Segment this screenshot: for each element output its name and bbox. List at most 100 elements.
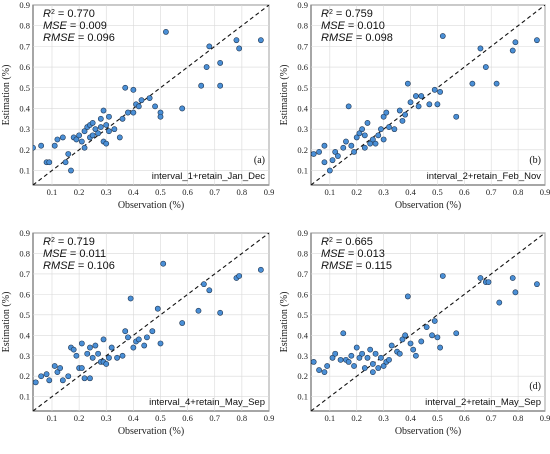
data-point <box>87 375 93 382</box>
data-point <box>160 260 167 267</box>
data-point <box>149 328 156 335</box>
data-point <box>76 132 83 139</box>
rmse-label: RMSE <box>321 260 353 272</box>
data-point <box>135 336 142 343</box>
x-tick-label: 0.5 <box>155 413 166 423</box>
r2-value: = 0.770 <box>55 8 95 20</box>
plot-content <box>311 5 545 185</box>
data-point <box>125 334 131 341</box>
rmse-stat: RMSE = 0.098 <box>321 32 393 44</box>
data-point <box>404 293 411 300</box>
r2-superscript: 2 <box>329 9 333 16</box>
data-point <box>33 379 39 386</box>
data-point <box>399 336 406 343</box>
data-point <box>329 157 336 164</box>
data-point <box>233 37 240 44</box>
r2-superscript: 2 <box>329 237 333 244</box>
y-tick-label: 0.2 <box>297 145 308 155</box>
y-tick-label: 0.1 <box>297 166 308 176</box>
scatter-panel-1: 0.1 0.2 0.3 0.4 0.5 0.6 0.7 0.8 0.9 0.1 0.2 0.3 0.4 0… <box>1 0 274 211</box>
data-point <box>423 324 430 331</box>
data-point <box>84 350 91 357</box>
data-point <box>114 354 120 361</box>
x-tick-label: 0.4 <box>405 413 416 423</box>
identity-line <box>33 5 269 185</box>
mse-label: MSE <box>43 248 68 260</box>
data-point <box>95 350 102 357</box>
x-tick-label: 0.9 <box>264 187 275 197</box>
data-point <box>70 346 77 353</box>
data-point <box>122 84 129 91</box>
y-tick-label: 0.5 <box>19 83 30 93</box>
scatter-panel-3: 0.1 0.2 0.3 0.4 0.5 0.6 0.7 0.8 0.9 0.1 0.2 0.3 0.4 0… <box>1 228 274 437</box>
x-tick-label: 0.8 <box>237 187 248 197</box>
y-tick-label: 0.4 <box>19 330 30 340</box>
data-point <box>54 369 61 376</box>
data-point <box>217 60 224 66</box>
x-tick-label: 0.1 <box>325 413 336 423</box>
x-axis-label: Observation (%) <box>118 200 184 211</box>
data-point <box>59 377 66 384</box>
y-tick-label: 0.2 <box>297 371 308 381</box>
rmse-stat: RMSE = 0.115 <box>321 260 392 272</box>
y-axis-label: Estimation (%) <box>279 65 290 126</box>
data-point <box>78 340 85 347</box>
data-point <box>321 159 328 166</box>
data-point <box>73 136 80 143</box>
y-tick-label: 0.4 <box>297 103 308 113</box>
data-point <box>477 275 484 281</box>
data-point <box>103 140 110 147</box>
data-point <box>386 356 392 363</box>
data-point <box>439 273 446 279</box>
data-point <box>367 346 374 353</box>
r2-superscript: 2 <box>51 237 55 244</box>
data-point <box>103 122 110 128</box>
y-tick-label: 0.6 <box>19 289 30 299</box>
data-point <box>78 365 85 371</box>
y-tick-label: 0.8 <box>297 21 308 31</box>
plot-content <box>33 233 269 411</box>
data-point <box>51 142 58 149</box>
r2-label: R <box>43 236 51 248</box>
y-tick-label: 0.9 <box>19 228 30 238</box>
x-tick-label: 0.1 <box>47 413 58 423</box>
mse-stat: MSE = 0.013 <box>321 248 385 260</box>
data-point <box>404 80 411 87</box>
mse-value: = 0.010 <box>345 20 385 32</box>
data-point <box>135 103 142 110</box>
x-axis-label: Observation (%) <box>395 200 461 211</box>
data-point <box>103 361 110 367</box>
data-point <box>130 86 137 93</box>
x-tick-label: 0.6 <box>459 187 470 197</box>
rmse-label: RMSE <box>321 32 353 44</box>
data-point <box>163 28 169 35</box>
x-axis-label: Observation (%) <box>118 426 184 437</box>
y-tick-label: 0.5 <box>297 310 308 320</box>
data-point <box>496 299 503 306</box>
data-point <box>372 350 379 357</box>
data-point <box>106 128 112 135</box>
data-point <box>321 142 328 149</box>
data-point <box>361 365 368 371</box>
data-point <box>396 107 403 114</box>
data-point <box>534 281 540 288</box>
data-point <box>179 320 186 326</box>
y-tick-label: 0.5 <box>297 83 308 93</box>
data-point <box>154 305 161 312</box>
y-tick-label: 0.5 <box>19 310 30 320</box>
rmse-stat: RMSE = 0.106 <box>43 260 115 272</box>
data-point <box>418 93 425 99</box>
data-point <box>54 136 61 143</box>
data-point <box>200 281 207 288</box>
data-point <box>402 111 409 118</box>
r2-value: = 0.665 <box>333 236 373 248</box>
data-point <box>386 124 392 130</box>
y-axis-label: Estimation (%) <box>279 292 290 353</box>
data-point <box>437 88 444 95</box>
x-tick-label: 0.7 <box>209 187 220 197</box>
rmse-stat: RMSE = 0.096 <box>43 32 115 44</box>
data-point <box>62 159 69 166</box>
y-tick-label: 0.6 <box>297 62 308 72</box>
y-tick-label: 0.8 <box>297 248 308 258</box>
data-point <box>116 134 123 141</box>
